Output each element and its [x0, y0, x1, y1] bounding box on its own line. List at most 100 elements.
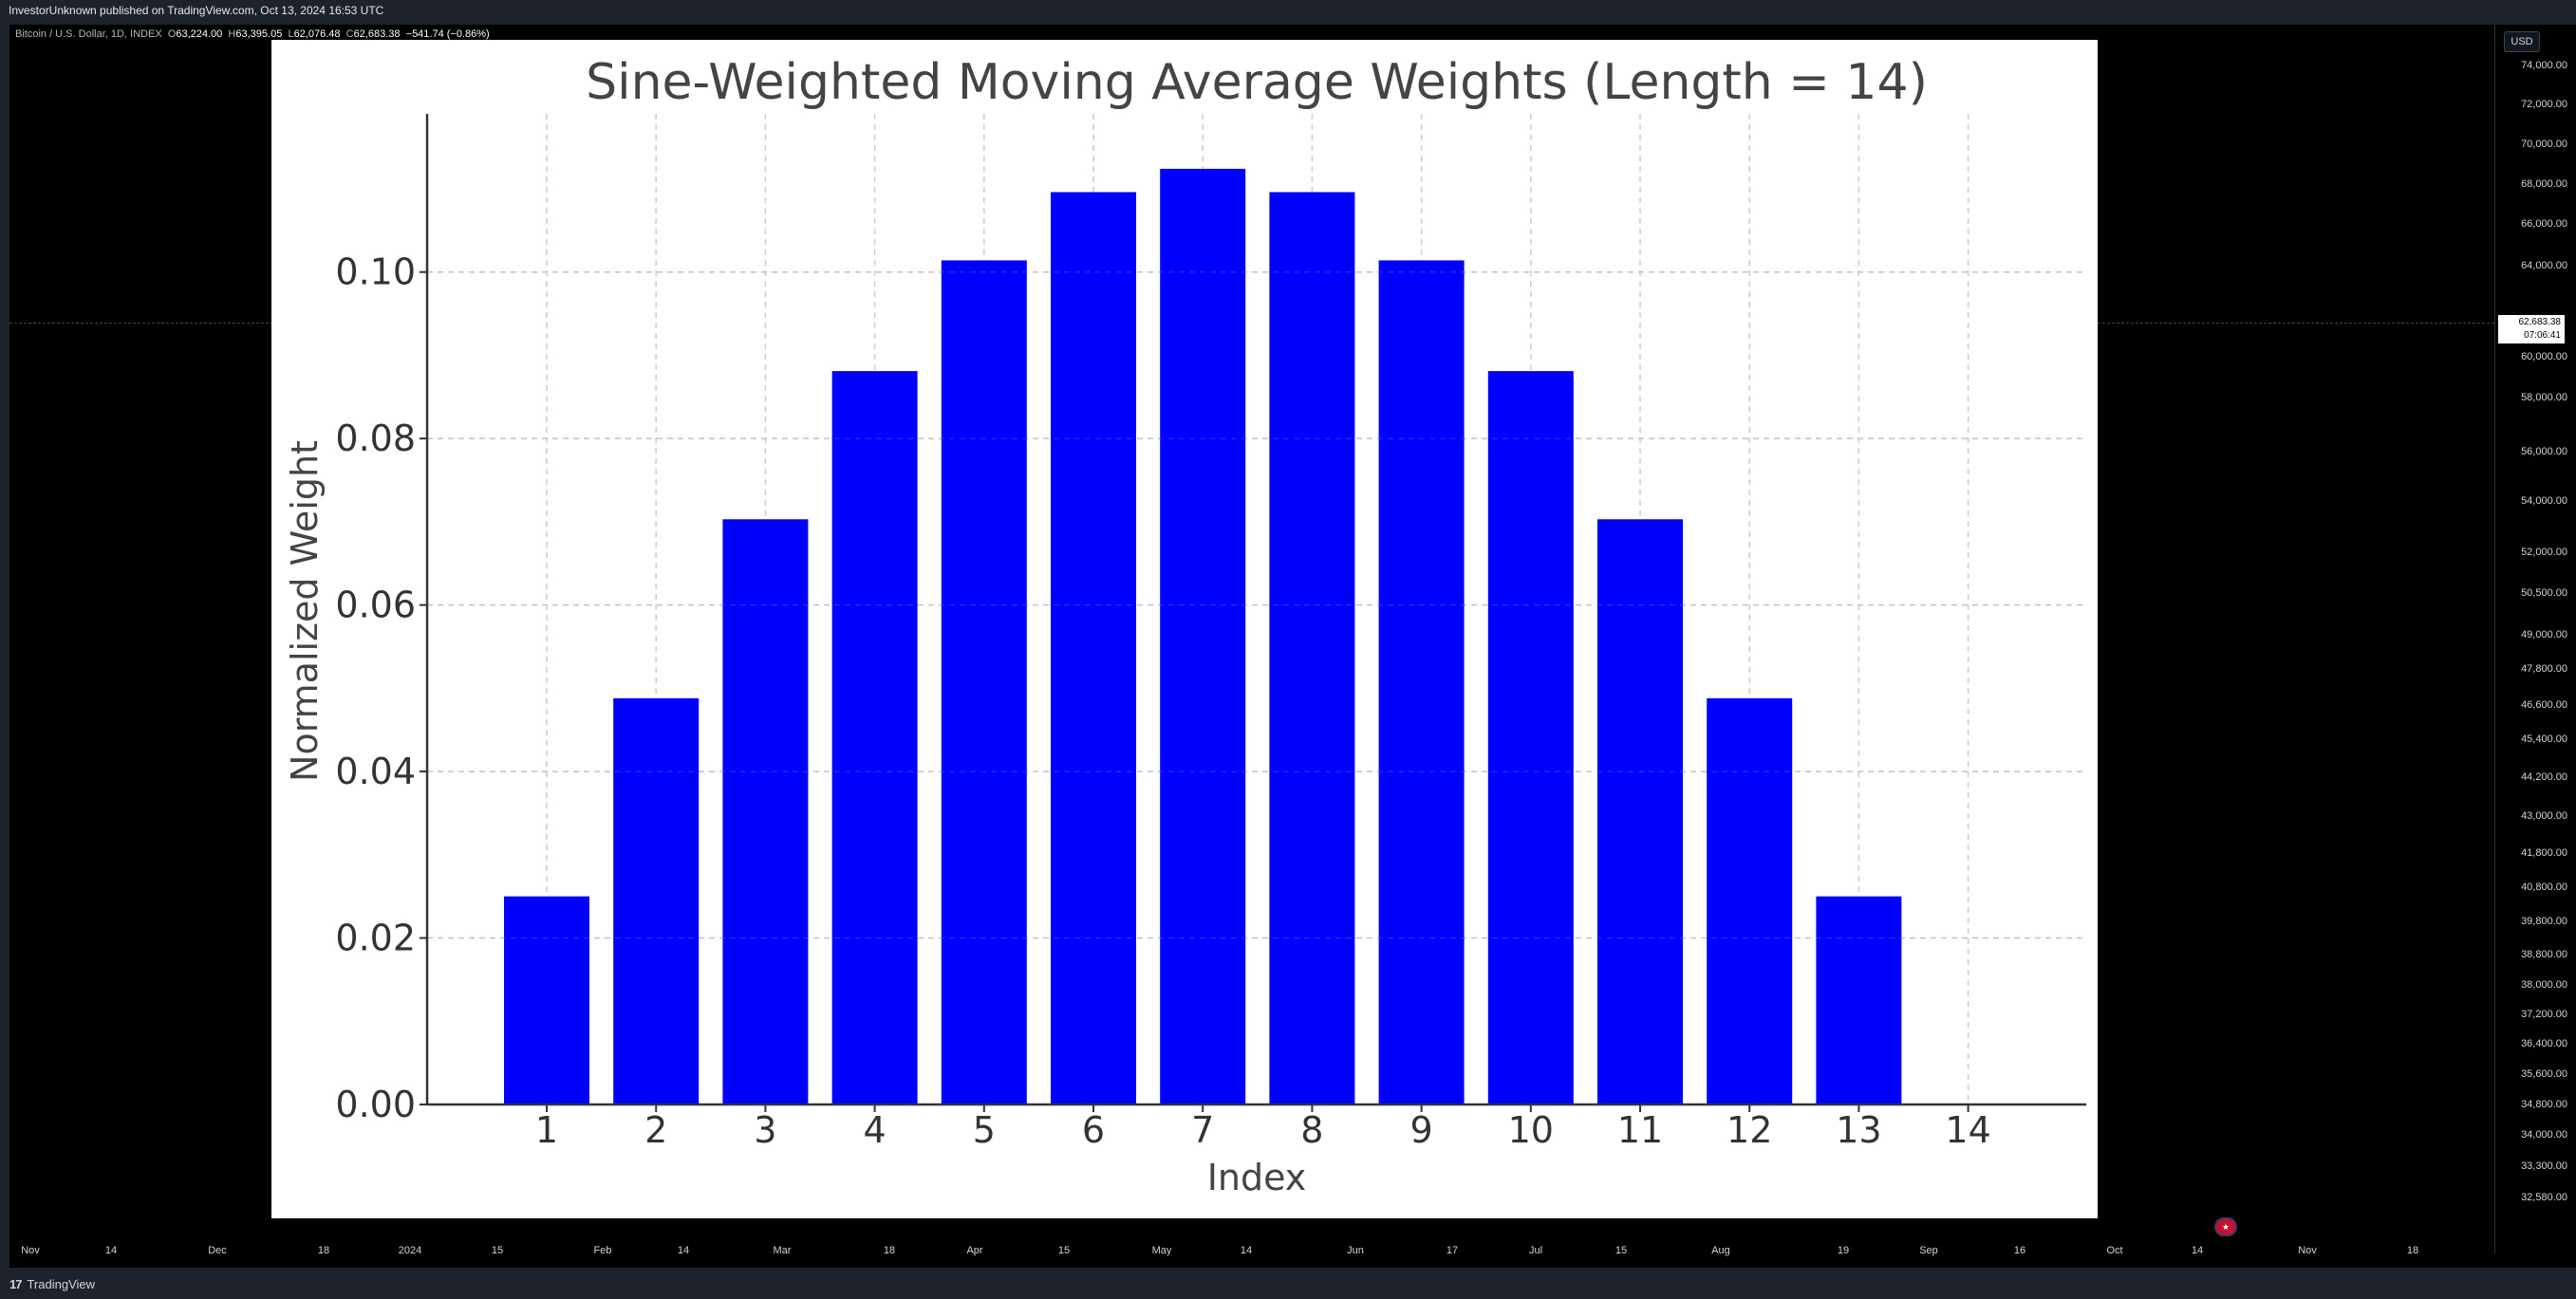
time-tick: 14: [104, 1245, 118, 1256]
x-tick-label: 7: [1191, 1109, 1214, 1151]
bar: [504, 896, 589, 1104]
y-tick-label: 0.06: [335, 585, 416, 626]
price-axis[interactable]: 74,000.00 72,000.00 70,000.00 68,000.00 66,0…: [2494, 25, 2576, 1253]
price-tick: 46,600.00: [2521, 699, 2567, 711]
price-tick: 32,580.00: [2521, 1192, 2567, 1203]
bar: [1487, 371, 1574, 1104]
price-tick: 50,500.00: [2521, 587, 2567, 599]
chart-figure: 0.00 0.02 0.04 0.06 0.08 0.10 1 2 3 4 5 6 7 8 9 10 11 12 1…: [271, 40, 2098, 1218]
price-tick: 49,000.00: [2521, 629, 2567, 640]
current-price-label: 62,683.38 07:06:41: [2498, 315, 2565, 343]
x-tick-label: 10: [1508, 1109, 1554, 1151]
time-tick: Feb: [593, 1245, 612, 1256]
y-axis-label: Normalized Weight: [284, 440, 326, 782]
time-tick: Mar: [773, 1245, 792, 1256]
price-tick: 74,000.00: [2521, 60, 2567, 71]
time-tick: 14: [1240, 1245, 1253, 1256]
time-tick: 16: [2013, 1245, 2026, 1256]
bar: [1816, 896, 1902, 1104]
y-tick-label: 0.00: [335, 1084, 416, 1125]
price-tick: 45,400.00: [2521, 733, 2567, 745]
price-tick: 37,200.00: [2521, 1009, 2567, 1020]
x-tick-label: 1: [535, 1109, 558, 1151]
time-tick: Nov: [2298, 1245, 2317, 1256]
time-tick: 2024: [398, 1245, 422, 1256]
price-tick: 72,000.00: [2521, 99, 2567, 110]
bar: [1378, 260, 1465, 1104]
chart-title: Sine-Weighted Moving Average Weights (Le…: [586, 54, 1928, 111]
time-tick: Jun: [1347, 1245, 1364, 1256]
time-tick: 17: [1446, 1245, 1459, 1256]
y-tick-label: 0.08: [335, 418, 416, 459]
tradingview-logo-icon: 17: [9, 1277, 23, 1291]
time-tick: Jul: [1528, 1245, 1543, 1256]
price-tick: 40,800.00: [2521, 881, 2567, 893]
top-bar: InvestorUnknown published on TradingView…: [0, 0, 2576, 25]
bar: [1269, 192, 1355, 1104]
time-tick: 15: [1615, 1245, 1628, 1256]
open-value: 63,224.00: [176, 28, 223, 40]
low-label: L: [288, 28, 294, 40]
open-label: O: [167, 28, 177, 40]
time-tick: Apr: [966, 1245, 983, 1256]
time-axis[interactable]: Nov 14 Dec 18 2024 15 Feb 14 Mar 18 Apr 15 May 14 Jun 1…: [9, 1239, 2494, 1268]
x-axis-label: Index: [1207, 1157, 1307, 1198]
price-tick: 54,000.00: [2521, 495, 2567, 507]
bar: [722, 519, 809, 1104]
time-tick: Nov: [21, 1245, 40, 1256]
change-value: −541.74 (−0.86%): [405, 28, 490, 40]
price-tick: 38,800.00: [2521, 949, 2567, 960]
time-tick: May: [1151, 1245, 1172, 1256]
high-label: H: [228, 28, 236, 40]
time-tick: 14: [2191, 1245, 2204, 1256]
price-tick: 60,000.00: [2521, 351, 2567, 362]
x-tick-label: 14: [1945, 1109, 1990, 1151]
price-tick: 47,800.00: [2521, 663, 2567, 675]
x-tick-label: 13: [1836, 1109, 1881, 1151]
bar: [941, 260, 1027, 1104]
time-tick: 15: [1057, 1245, 1071, 1256]
time-tick: 15: [491, 1245, 504, 1256]
tradingview-logo[interactable]: 17 TradingView: [9, 1277, 95, 1291]
bar: [1597, 519, 1683, 1104]
bar: [831, 371, 918, 1104]
bottom-bar: 17 TradingView: [0, 1268, 2576, 1299]
price-tick: 43,000.00: [2521, 810, 2567, 822]
x-tick-label: 11: [1617, 1109, 1663, 1151]
high-value: 63,395.05: [235, 28, 283, 40]
x-tick-label: 8: [1300, 1109, 1323, 1151]
time-tick: Oct: [2106, 1245, 2123, 1256]
brand-name: TradingView: [27, 1277, 96, 1291]
currency-button[interactable]: USD: [2504, 31, 2540, 52]
time-tick: 19: [1837, 1245, 1850, 1256]
price-tick: 34,000.00: [2521, 1129, 2567, 1141]
y-tick-label: 0.10: [335, 251, 416, 293]
price-tick: 34,800.00: [2521, 1099, 2567, 1110]
x-tick-label: 5: [973, 1109, 996, 1151]
price-tick: 70,000.00: [2521, 139, 2567, 150]
time-tick: 14: [677, 1245, 690, 1256]
time-tick: 18: [2406, 1245, 2419, 1256]
symbol-name[interactable]: Bitcoin / U.S. Dollar, 1D, INDEX: [15, 28, 162, 40]
time-tick: Aug: [1711, 1245, 1730, 1256]
price-tick: 56,000.00: [2521, 446, 2567, 457]
x-tick-label: 4: [864, 1109, 887, 1151]
low-value: 62,076.48: [293, 28, 341, 40]
close-label: C: [345, 28, 354, 40]
price-tick: 64,000.00: [2521, 260, 2567, 271]
x-tick-label: 6: [1082, 1109, 1105, 1151]
x-tick-label: 9: [1410, 1109, 1433, 1151]
time-tick: Sep: [1919, 1245, 1938, 1256]
price-tick: 39,800.00: [2521, 916, 2567, 927]
bar-chart: 0.000.020.040.060.080.101 2 3 4 5 6 7 8 9 10 11 12 1…: [284, 54, 2086, 1198]
price-tick: 33,300.00: [2521, 1160, 2567, 1172]
bar: [1160, 168, 1246, 1104]
price-tick: 41,800.00: [2521, 847, 2567, 859]
x-tick-label: 2: [644, 1109, 667, 1151]
us-flag-icon[interactable]: ★: [2214, 1217, 2237, 1236]
symbol-legend: Bitcoin / U.S. Dollar, 1D, INDEX O63,224…: [15, 28, 490, 40]
bar: [613, 697, 700, 1104]
price-tick: 35,600.00: [2521, 1068, 2567, 1080]
x-tick-label: 3: [754, 1109, 776, 1151]
price-tick: 38,000.00: [2521, 979, 2567, 991]
